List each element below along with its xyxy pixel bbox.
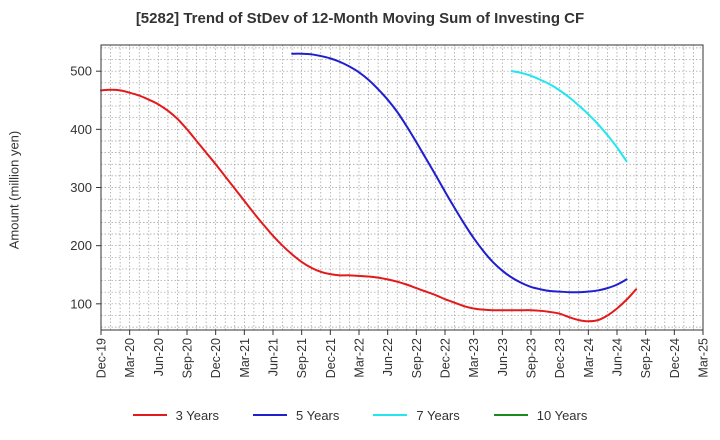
x-tick-label: Mar-21 [238, 338, 252, 378]
legend-label-3-years: 3 Years [175, 407, 219, 423]
legend-swatch-3-years [132, 414, 167, 416]
x-tick-label: Dec-22 [439, 338, 453, 378]
y-tick-label: 400 [70, 122, 92, 137]
legend-swatch-5-years [253, 414, 287, 416]
y-tick-label: 200 [70, 238, 92, 253]
y-tick-label: 500 [70, 64, 92, 79]
x-tick-label: Dec-23 [553, 338, 567, 378]
x-tick-label: Sep-20 [181, 338, 195, 378]
legend-swatch-10-years [493, 414, 528, 416]
legend-swatch-7-years [373, 414, 408, 416]
x-tick-label: Mar-22 [353, 338, 367, 378]
x-tick-label: Jun-20 [152, 338, 166, 376]
axis-ticks: 100 200 300 400 500 Dec-19 Mar-20 Jun-20 Sep-20 D… [70, 64, 710, 379]
legend-label-5-years: 5 Years [296, 407, 340, 423]
x-tick-label: Sep-21 [295, 338, 309, 378]
x-tick-label: Jun-23 [496, 338, 510, 376]
series-lines [100, 52, 638, 323]
x-tick-label: Jun-22 [381, 338, 395, 376]
y-tick-label: 300 [70, 180, 92, 195]
legend-item-5-years: 5 Years [253, 408, 339, 423]
x-tick-label: Sep-22 [410, 338, 424, 378]
x-tick-label: Sep-23 [525, 338, 539, 378]
x-tick-label: Dec-24 [668, 338, 682, 378]
legend-item-7-years: 7 Years [373, 407, 460, 423]
x-tick-label: Mar-24 [582, 338, 596, 378]
x-tick-label: Dec-20 [209, 338, 223, 378]
legend-label-10-years: 10 Years [536, 407, 588, 423]
x-tick-label: Mar-23 [467, 338, 481, 378]
x-tick-label: Dec-19 [95, 338, 109, 378]
series-line-5-years [291, 52, 628, 294]
x-tick-label: Mar-20 [123, 338, 137, 378]
y-tick-label: 100 [70, 296, 92, 311]
series-line-7-years [510, 70, 628, 163]
plot-frame [100, 44, 704, 331]
legend-item-3-years: 3 Years [132, 407, 219, 423]
x-tick-label: Mar-25 [697, 338, 711, 378]
x-tick-label: Jun-24 [611, 338, 625, 376]
chart-title: [5282] Trend of StDev of 12-Month Moving… [135, 10, 585, 27]
x-tick-label: Jun-21 [267, 338, 281, 376]
x-tick-label: Sep-24 [639, 338, 653, 378]
legend-label-7-years: 7 Years [416, 407, 460, 423]
series-line-3-years [100, 88, 638, 323]
x-tick-label: Dec-21 [324, 338, 338, 378]
legend-item-10-years: 10 Years [493, 407, 588, 423]
legend: 3 Years 5 Years 7 Years 10 Years [0, 405, 720, 425]
